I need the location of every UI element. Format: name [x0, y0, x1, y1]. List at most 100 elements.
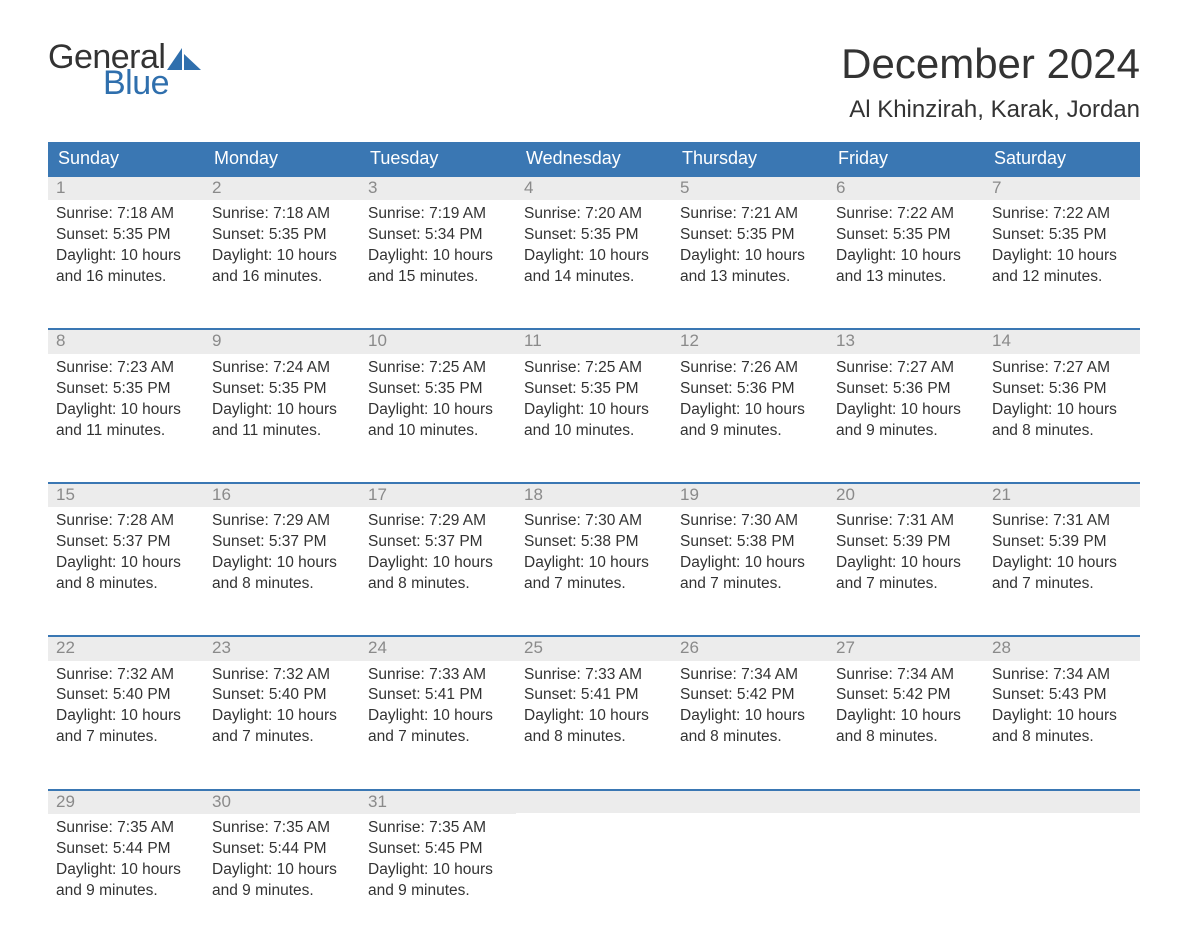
calendar-cell-content	[516, 814, 672, 942]
weekday-header: Wednesday	[516, 142, 672, 175]
day-number: 12	[672, 328, 828, 353]
calendar-table: Sunday Monday Tuesday Wednesday Thursday…	[48, 142, 1140, 942]
calendar-cell-daynum: 25	[516, 635, 672, 660]
calendar-cell-daynum: 21	[984, 482, 1140, 507]
sunrise-time: 7:18 AM	[273, 205, 330, 222]
calendar-cell-daynum: 14	[984, 328, 1140, 353]
sunrise-label: Sunrise:	[992, 666, 1053, 683]
calendar-cell-daynum	[672, 789, 828, 814]
day-number: 23	[204, 635, 360, 660]
sunset-line: Sunset: 5:39 PM	[992, 532, 1132, 553]
day-number: 7	[984, 175, 1140, 200]
day-number: 18	[516, 482, 672, 507]
sunset-label: Sunset:	[524, 686, 581, 703]
month-title: December 2024	[841, 40, 1140, 88]
daylight-line2: and 8 minutes.	[368, 574, 508, 595]
day-number: 11	[516, 328, 672, 353]
sunrise-label: Sunrise:	[368, 512, 429, 529]
daylight-line1: Daylight: 10 hours	[836, 246, 976, 267]
sunset-label: Sunset:	[836, 686, 893, 703]
sunset-label: Sunset:	[56, 686, 113, 703]
sunrise-time: 7:33 AM	[585, 666, 642, 683]
sunrise-time: 7:35 AM	[429, 819, 486, 836]
day-content: Sunrise: 7:20 AMSunset: 5:35 PMDaylight:…	[516, 200, 672, 298]
day-content: Sunrise: 7:23 AMSunset: 5:35 PMDaylight:…	[48, 354, 204, 452]
calendar-cell-daynum: 1	[48, 175, 204, 200]
sunrise-line: Sunrise: 7:30 AM	[524, 511, 664, 532]
sunset-label: Sunset:	[992, 686, 1049, 703]
sunset-label: Sunset:	[368, 840, 425, 857]
sunrise-label: Sunrise:	[212, 205, 273, 222]
sunrise-time: 7:25 AM	[585, 359, 642, 376]
daylight-line1: Daylight: 10 hours	[56, 553, 196, 574]
sunset-time: 5:35 PM	[269, 380, 327, 397]
sunset-time: 5:38 PM	[581, 533, 639, 550]
daycontent-row: Sunrise: 7:18 AMSunset: 5:35 PMDaylight:…	[48, 200, 1140, 328]
daylight-line1: Daylight: 10 hours	[992, 246, 1132, 267]
calendar-cell-daynum: 2	[204, 175, 360, 200]
day-number: 22	[48, 635, 204, 660]
day-content: Sunrise: 7:24 AMSunset: 5:35 PMDaylight:…	[204, 354, 360, 452]
daylight-line1: Daylight: 10 hours	[56, 860, 196, 881]
daylight-line1: Daylight: 10 hours	[992, 706, 1132, 727]
sunset-line: Sunset: 5:40 PM	[56, 685, 196, 706]
empty-day-number	[672, 789, 828, 813]
calendar-cell-daynum: 10	[360, 328, 516, 353]
sunrise-time: 7:30 AM	[741, 512, 798, 529]
day-content: Sunrise: 7:35 AMSunset: 5:44 PMDaylight:…	[48, 814, 204, 912]
sunrise-time: 7:25 AM	[429, 359, 486, 376]
day-content: Sunrise: 7:30 AMSunset: 5:38 PMDaylight:…	[516, 507, 672, 605]
sunrise-label: Sunrise:	[368, 205, 429, 222]
day-number: 29	[48, 789, 204, 814]
sunrise-time: 7:34 AM	[897, 666, 954, 683]
sunset-line: Sunset: 5:44 PM	[212, 839, 352, 860]
day-number: 30	[204, 789, 360, 814]
sunset-label: Sunset:	[212, 533, 269, 550]
sunrise-time: 7:35 AM	[117, 819, 174, 836]
daylight-line1: Daylight: 10 hours	[524, 246, 664, 267]
day-content: Sunrise: 7:33 AMSunset: 5:41 PMDaylight:…	[516, 661, 672, 759]
sunset-line: Sunset: 5:35 PM	[368, 379, 508, 400]
sunset-time: 5:42 PM	[737, 686, 795, 703]
brand-logo: General Blue	[48, 40, 201, 100]
daylight-line1: Daylight: 10 hours	[680, 246, 820, 267]
sunset-time: 5:45 PM	[425, 840, 483, 857]
sunrise-line: Sunrise: 7:27 AM	[992, 358, 1132, 379]
daylight-line2: and 7 minutes.	[524, 574, 664, 595]
sunset-label: Sunset:	[992, 226, 1049, 243]
empty-day-number	[828, 789, 984, 813]
sunrise-time: 7:33 AM	[429, 666, 486, 683]
sunrise-time: 7:28 AM	[117, 512, 174, 529]
sunrise-time: 7:24 AM	[273, 359, 330, 376]
calendar-cell-content: Sunrise: 7:22 AMSunset: 5:35 PMDaylight:…	[984, 200, 1140, 328]
calendar-cell-content: Sunrise: 7:28 AMSunset: 5:37 PMDaylight:…	[48, 507, 204, 635]
calendar-cell-daynum: 19	[672, 482, 828, 507]
sunrise-time: 7:31 AM	[1053, 512, 1110, 529]
daylight-line2: and 9 minutes.	[212, 881, 352, 902]
daylight-line2: and 10 minutes.	[524, 421, 664, 442]
calendar-cell-content: Sunrise: 7:20 AMSunset: 5:35 PMDaylight:…	[516, 200, 672, 328]
sunset-time: 5:41 PM	[425, 686, 483, 703]
daycontent-row: Sunrise: 7:32 AM Sunset: 5:40 PM Daylight:…	[48, 661, 1140, 789]
sunset-time: 5:36 PM	[1049, 380, 1107, 397]
day-content: Sunrise: 7:32 AMSunset: 5:40 PMDaylight:…	[48, 661, 204, 759]
sunrise-time: 7:26 AM	[741, 359, 798, 376]
sunrise-time: 7:32 AM	[273, 666, 330, 683]
day-content: Sunrise: 7:29 AMSunset: 5:37 PMDaylight:…	[360, 507, 516, 605]
daylight-line1: Daylight: 10 hours	[212, 860, 352, 881]
day-number: 15	[48, 482, 204, 507]
calendar-cell-content: Sunrise: 7:31 AMSunset: 5:39 PMDaylight:…	[828, 507, 984, 635]
day-number: 10	[360, 328, 516, 353]
calendar-cell-daynum: 8	[48, 328, 204, 353]
sunrise-label: Sunrise:	[836, 205, 897, 222]
sunrise-label: Sunrise:	[368, 819, 429, 836]
sunrise-time: 7:23 AM	[117, 359, 174, 376]
daylight-line2: and 7 minutes.	[836, 574, 976, 595]
sunset-time: 5:43 PM	[1049, 686, 1107, 703]
calendar-cell-content: Sunrise: 7:33 AMSunset: 5:41 PMDaylight:…	[516, 661, 672, 789]
sunrise-line: Sunrise: 7:27 AM	[836, 358, 976, 379]
calendar-cell-content: Sunrise: 7:32 AMSunset: 5:40 PMDaylight:…	[48, 661, 204, 789]
daylight-line1: Daylight: 10 hours	[56, 246, 196, 267]
daylight-line2: and 14 minutes.	[524, 267, 664, 288]
calendar-cell-content: Sunrise: 7:27 AMSunset: 5:36 PMDaylight:…	[984, 354, 1140, 482]
